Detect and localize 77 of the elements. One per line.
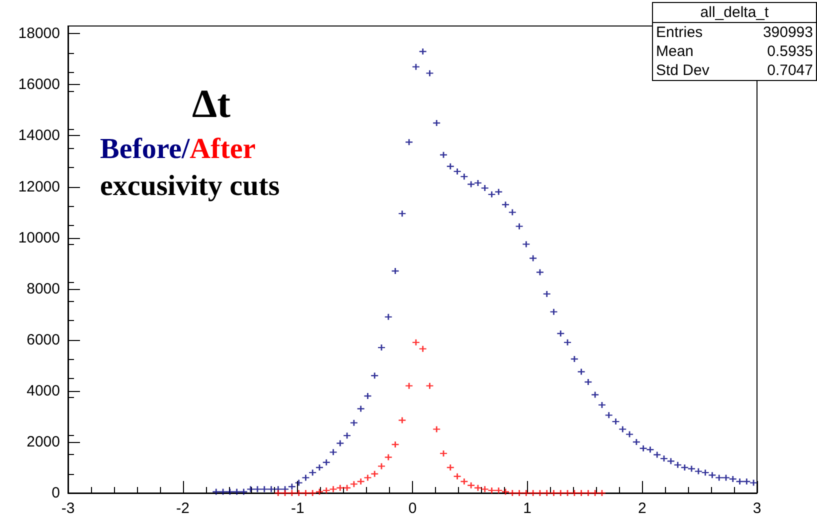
point bbox=[280, 489, 290, 497]
x-tick-label: -3 bbox=[61, 500, 75, 516]
point bbox=[439, 450, 448, 458]
point bbox=[370, 470, 379, 478]
y-tick-label: 2000 bbox=[26, 433, 60, 450]
y-tick-label: 0 bbox=[52, 484, 60, 502]
y-tick-label: 14000 bbox=[18, 127, 60, 144]
point bbox=[501, 488, 510, 496]
text: 390993 bbox=[762, 24, 813, 41]
text: Before bbox=[100, 133, 182, 165]
point bbox=[488, 486, 496, 494]
point bbox=[294, 489, 303, 497]
point bbox=[426, 382, 434, 390]
x-tick-label: 3 bbox=[752, 500, 762, 516]
point bbox=[577, 489, 586, 497]
point bbox=[508, 489, 517, 497]
point bbox=[288, 489, 296, 497]
point bbox=[466, 482, 476, 489]
y-tick-label: 16000 bbox=[18, 76, 60, 94]
point bbox=[377, 462, 386, 470]
point bbox=[556, 489, 565, 497]
point bbox=[336, 484, 344, 492]
point bbox=[460, 478, 468, 486]
point bbox=[446, 464, 455, 472]
point bbox=[453, 472, 462, 480]
point bbox=[494, 486, 503, 494]
point bbox=[536, 489, 544, 497]
point bbox=[480, 486, 489, 493]
point bbox=[570, 489, 579, 497]
point bbox=[515, 489, 524, 497]
point bbox=[356, 478, 365, 486]
annotation: Mean bbox=[656, 43, 694, 60]
annotation: Entries bbox=[656, 24, 703, 41]
point bbox=[542, 489, 552, 497]
point bbox=[563, 489, 572, 497]
point bbox=[522, 489, 530, 497]
point bbox=[391, 440, 400, 448]
point bbox=[590, 489, 600, 497]
y-tick-label: 10000 bbox=[18, 229, 60, 246]
point bbox=[308, 489, 317, 497]
x-tick-label: 2 bbox=[638, 500, 646, 516]
x-tick-label: 1 bbox=[523, 500, 532, 516]
text: all_delta_t bbox=[653, 3, 816, 23]
point bbox=[342, 484, 352, 492]
x-tick-label: -2 bbox=[176, 500, 190, 516]
point bbox=[302, 489, 310, 497]
point bbox=[404, 382, 414, 390]
point bbox=[474, 484, 482, 492]
text: Δt bbox=[191, 81, 232, 126]
point bbox=[398, 416, 406, 424]
point bbox=[412, 338, 420, 346]
y-tick-label: 12000 bbox=[18, 178, 60, 196]
y-tick-label: 18000 bbox=[18, 25, 60, 42]
point bbox=[329, 486, 338, 493]
point bbox=[432, 426, 441, 433]
point bbox=[598, 489, 606, 497]
point bbox=[274, 489, 282, 497]
point bbox=[364, 474, 372, 482]
text: 0.5935 bbox=[767, 43, 813, 60]
point bbox=[528, 489, 538, 497]
point bbox=[322, 486, 331, 494]
text: After bbox=[190, 133, 256, 165]
x-tick-label: 0 bbox=[408, 500, 417, 516]
y-tick-label: 4000 bbox=[26, 382, 60, 400]
point bbox=[315, 488, 324, 496]
annotation: Std Dev bbox=[656, 62, 710, 79]
point bbox=[384, 454, 393, 461]
annotation: excusivity cuts bbox=[100, 169, 280, 204]
point bbox=[584, 489, 592, 497]
point bbox=[550, 489, 558, 497]
annotation: / bbox=[182, 133, 190, 165]
point bbox=[350, 480, 358, 488]
text: 0.7047 bbox=[767, 62, 813, 79]
x-tick-label: -1 bbox=[290, 500, 304, 516]
y-tick-label: 6000 bbox=[26, 331, 60, 348]
point bbox=[418, 345, 427, 352]
y-tick-label: 8000 bbox=[26, 280, 60, 298]
